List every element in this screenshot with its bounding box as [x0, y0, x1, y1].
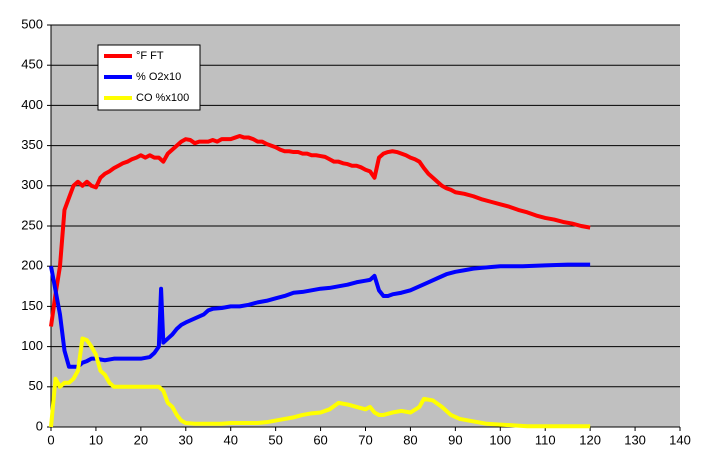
x-tick-label: 80 [403, 432, 417, 447]
x-tick-label: 20 [134, 432, 148, 447]
x-tick-label: 90 [448, 432, 462, 447]
legend-label: CO %x100 [136, 92, 189, 104]
x-tick-label: 110 [535, 432, 556, 447]
x-tick-label: 40 [223, 432, 237, 447]
legend: °F FT % O2x10 CO %x100 [97, 44, 201, 111]
legend-label: % O2x10 [136, 71, 181, 83]
y-tick-label: 250 [21, 217, 43, 232]
x-tick-label: 70 [358, 432, 372, 447]
x-tick-label: 30 [179, 432, 193, 447]
y-tick-label: 500 [21, 16, 43, 31]
y-tick-label: 0 [36, 418, 43, 433]
y-tick-label: 400 [21, 97, 43, 112]
y-tick-label: 150 [21, 298, 43, 313]
y-tick-label: 50 [29, 378, 43, 393]
series-line [49, 133, 591, 327]
x-tick-label: 140 [669, 432, 691, 447]
y-tick-label: 300 [21, 177, 43, 192]
x-tick-label: 100 [489, 432, 511, 447]
series-line [49, 336, 591, 429]
y-tick-label: 200 [21, 258, 43, 273]
y-tick-label: 100 [21, 338, 43, 353]
legend-label: °F FT [136, 50, 164, 62]
x-tick-label: 60 [313, 432, 327, 447]
x-tick-label: 10 [89, 432, 103, 447]
x-tick-label: 0 [47, 432, 54, 447]
x-tick-label: 50 [268, 432, 282, 447]
x-tick-label: 120 [579, 432, 601, 447]
series-line [49, 262, 591, 369]
y-tick-label: 350 [21, 137, 43, 152]
x-tick-label: 130 [624, 432, 646, 447]
y-tick-label: 450 [21, 57, 43, 72]
